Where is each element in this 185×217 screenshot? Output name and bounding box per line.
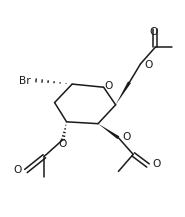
Text: O: O [13,165,21,175]
Text: Br: Br [19,76,31,86]
Text: O: O [58,139,66,149]
Text: O: O [153,159,161,169]
Polygon shape [116,81,131,105]
Text: O: O [105,81,113,91]
Text: O: O [150,27,158,37]
Text: O: O [122,132,131,142]
Text: O: O [145,60,153,70]
Polygon shape [98,124,119,139]
